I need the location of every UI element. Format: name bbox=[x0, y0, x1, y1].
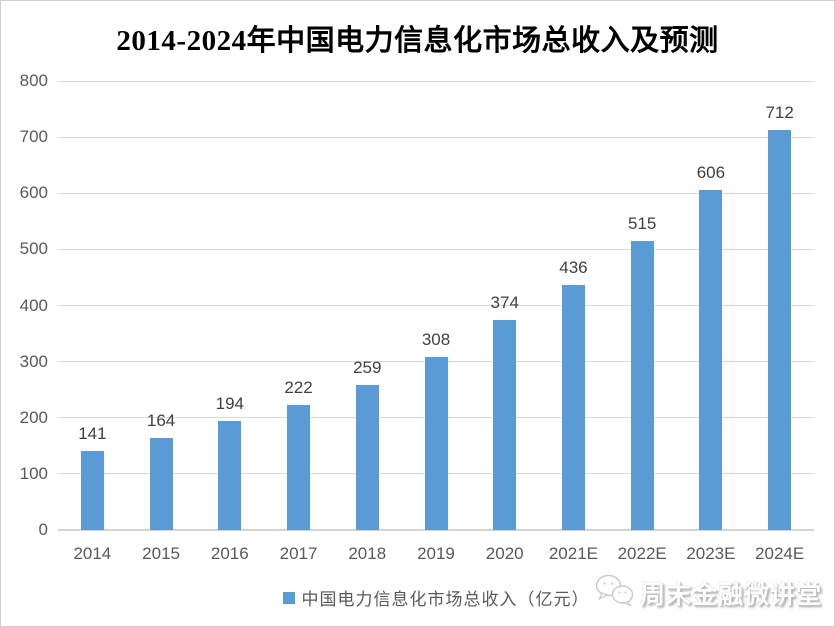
x-tick-label: 2014 bbox=[73, 544, 112, 563]
bar bbox=[287, 405, 311, 530]
bar bbox=[699, 189, 723, 530]
watermark: 周末金融微讲堂 bbox=[595, 573, 822, 612]
bar-value-label: 164 bbox=[146, 410, 176, 430]
y-tick-label: 200 bbox=[19, 407, 48, 427]
x-tick-label: 2016 bbox=[210, 544, 249, 563]
bar bbox=[561, 285, 585, 530]
gridline bbox=[58, 248, 814, 250]
legend-label: 中国电力信息化市场总收入（亿元） bbox=[301, 590, 590, 609]
y-tick-label: 500 bbox=[19, 239, 48, 259]
bar-value-label: 436 bbox=[559, 258, 588, 278]
x-tick-label: 2022E bbox=[617, 544, 667, 563]
bar bbox=[80, 450, 104, 530]
watermark-text: 周末金融微讲堂 bbox=[639, 580, 822, 609]
bar-value-label: 606 bbox=[696, 162, 726, 182]
x-tick-label: 2015 bbox=[142, 544, 180, 563]
x-tick-label: 2020 bbox=[485, 544, 524, 563]
bar bbox=[149, 437, 173, 530]
x-tick-label: 2017 bbox=[279, 544, 318, 563]
y-tick-label: 400 bbox=[19, 295, 48, 315]
y-tick-label: 800 bbox=[19, 71, 48, 90]
bar-value-label: 712 bbox=[765, 103, 794, 123]
bar bbox=[630, 240, 654, 530]
bar bbox=[218, 421, 242, 530]
plot-area: 141 164 194 222 259 308 374 436 515 606 712 bbox=[58, 80, 814, 531]
y-tick-label: 600 bbox=[19, 183, 48, 203]
bar bbox=[355, 384, 379, 530]
x-tick-label: 2019 bbox=[417, 544, 455, 563]
bar-value-label: 194 bbox=[215, 394, 244, 414]
x-tick-label: 2018 bbox=[348, 544, 387, 563]
bar bbox=[493, 320, 517, 530]
bar bbox=[768, 130, 792, 530]
y-axis: 0 100 200 300 400 500 600 700 800 bbox=[1, 71, 48, 539]
legend: 中国电力信息化市场总收入（亿元） bbox=[58, 585, 814, 610]
bar-value-label: 222 bbox=[284, 378, 313, 398]
bar-value-label: 141 bbox=[78, 423, 107, 443]
x-axis: 2014 2015 2016 2017 2018 2019 2020 2021E 2022E 20… bbox=[58, 543, 814, 567]
bar-value-label: 374 bbox=[490, 293, 519, 313]
gridline bbox=[58, 136, 814, 138]
y-tick-label: 300 bbox=[19, 351, 48, 371]
chart-title: 2014-2024年中国电力信息化市场总收入及预测 bbox=[116, 25, 719, 57]
y-tick-label: 100 bbox=[19, 463, 48, 483]
x-tick-label: 2021E bbox=[548, 544, 599, 563]
bar-value-label: 259 bbox=[353, 357, 382, 377]
legend-swatch bbox=[282, 591, 295, 604]
gridline bbox=[58, 305, 814, 306]
gridline bbox=[58, 192, 814, 194]
x-axis-line bbox=[58, 529, 814, 531]
bar-value-label: 308 bbox=[421, 330, 451, 350]
y-tick-label: 0 bbox=[38, 520, 48, 539]
bar bbox=[424, 357, 448, 530]
y-tick-label: 700 bbox=[19, 127, 48, 147]
bar-value-label: 515 bbox=[627, 213, 657, 233]
gridline bbox=[58, 80, 814, 82]
x-tick-label: 2024E bbox=[755, 544, 805, 563]
x-tick-label: 2023E bbox=[686, 544, 736, 563]
wechat-chat-bubbles-icon bbox=[595, 573, 635, 612]
